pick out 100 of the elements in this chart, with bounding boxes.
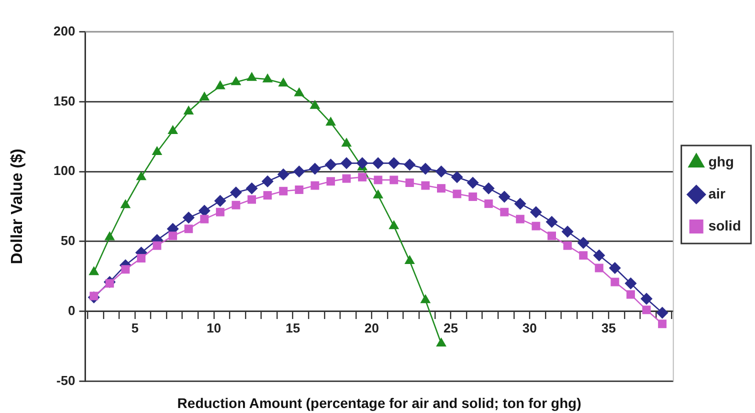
point: [262, 175, 274, 188]
point: [532, 222, 540, 230]
x-tick-label: 5: [131, 320, 139, 336]
point: [152, 146, 162, 155]
point: [293, 166, 306, 178]
point: [168, 125, 178, 134]
point: [182, 212, 195, 224]
point: [294, 87, 304, 96]
point: [374, 176, 382, 184]
x-tick-label: 30: [522, 320, 537, 336]
point: [310, 181, 320, 190]
point: [484, 199, 493, 208]
y-tick-label: 0: [68, 302, 76, 318]
y-axis-title: Dollar Value ($): [9, 148, 26, 264]
point: [294, 185, 304, 194]
point: [577, 236, 590, 249]
point: [452, 190, 462, 198]
point: [230, 76, 242, 86]
point: [262, 73, 273, 82]
legend-label: air: [708, 185, 726, 202]
point: [498, 190, 510, 203]
point: [421, 181, 430, 190]
x-tick-label: 15: [286, 320, 300, 336]
point: [482, 182, 495, 194]
y-tick-label: -50: [56, 372, 76, 388]
x-tick-label: 20: [364, 320, 379, 336]
x-tick-label: 35: [601, 320, 616, 336]
point: [137, 254, 146, 262]
point: [500, 208, 509, 216]
point: [263, 191, 272, 200]
point: [608, 262, 621, 274]
x-tick-label: 10: [206, 320, 222, 336]
point: [230, 186, 242, 199]
point: [246, 182, 258, 194]
point: [656, 306, 668, 319]
point: [404, 255, 415, 264]
legend-label: ghg: [708, 153, 734, 170]
point: [326, 177, 335, 186]
point: [563, 241, 572, 250]
point: [451, 171, 464, 184]
x-tick-label: 25: [443, 320, 458, 336]
x-axis-title: Reduction Amount (percentage for air and solid; ton for ghg): [177, 394, 582, 411]
point: [199, 91, 210, 100]
y-tick-label: 150: [53, 93, 76, 108]
point: [516, 214, 524, 224]
point: [594, 264, 604, 272]
point: [546, 216, 558, 228]
point: [216, 208, 224, 216]
point: [215, 80, 226, 90]
point: [562, 226, 574, 238]
point: [593, 249, 606, 262]
point: [308, 162, 321, 175]
point: [514, 198, 526, 210]
point: [232, 200, 240, 210]
point: [624, 277, 637, 290]
point: [121, 265, 130, 274]
y-tick-label: 50: [60, 233, 76, 248]
point: [419, 162, 432, 175]
point: [390, 176, 398, 184]
point: [466, 176, 479, 189]
y-tick-label: 200: [53, 23, 76, 38]
point: [279, 186, 288, 196]
point: [120, 199, 131, 208]
point: [388, 220, 400, 230]
point: [579, 251, 588, 260]
legend-label: solid: [708, 217, 742, 234]
point: [248, 195, 256, 204]
point: [152, 241, 162, 250]
point: [278, 78, 289, 87]
point: [324, 158, 337, 171]
point: [200, 214, 209, 224]
point: [184, 224, 193, 234]
point: [183, 105, 194, 114]
point: [642, 306, 651, 314]
point: [610, 278, 620, 286]
point: [372, 157, 384, 170]
point: [626, 290, 635, 299]
point: [326, 116, 336, 126]
point: [104, 231, 115, 240]
point: [530, 206, 542, 218]
point: [435, 166, 448, 178]
point: [277, 168, 290, 180]
point: [168, 232, 178, 240]
point: [136, 171, 146, 180]
point: [246, 72, 257, 81]
point: [468, 192, 478, 201]
point: [340, 157, 353, 170]
point: [214, 194, 226, 207]
point: [548, 232, 556, 240]
point: [356, 157, 368, 170]
y-tick-label: 100: [53, 163, 76, 178]
point: [342, 174, 351, 183]
point: [640, 292, 652, 305]
point: [372, 189, 384, 198]
point: [404, 158, 416, 171]
point: [358, 172, 367, 182]
point: [405, 178, 414, 187]
point: [658, 320, 667, 328]
point: [436, 184, 446, 193]
point: [310, 100, 320, 109]
